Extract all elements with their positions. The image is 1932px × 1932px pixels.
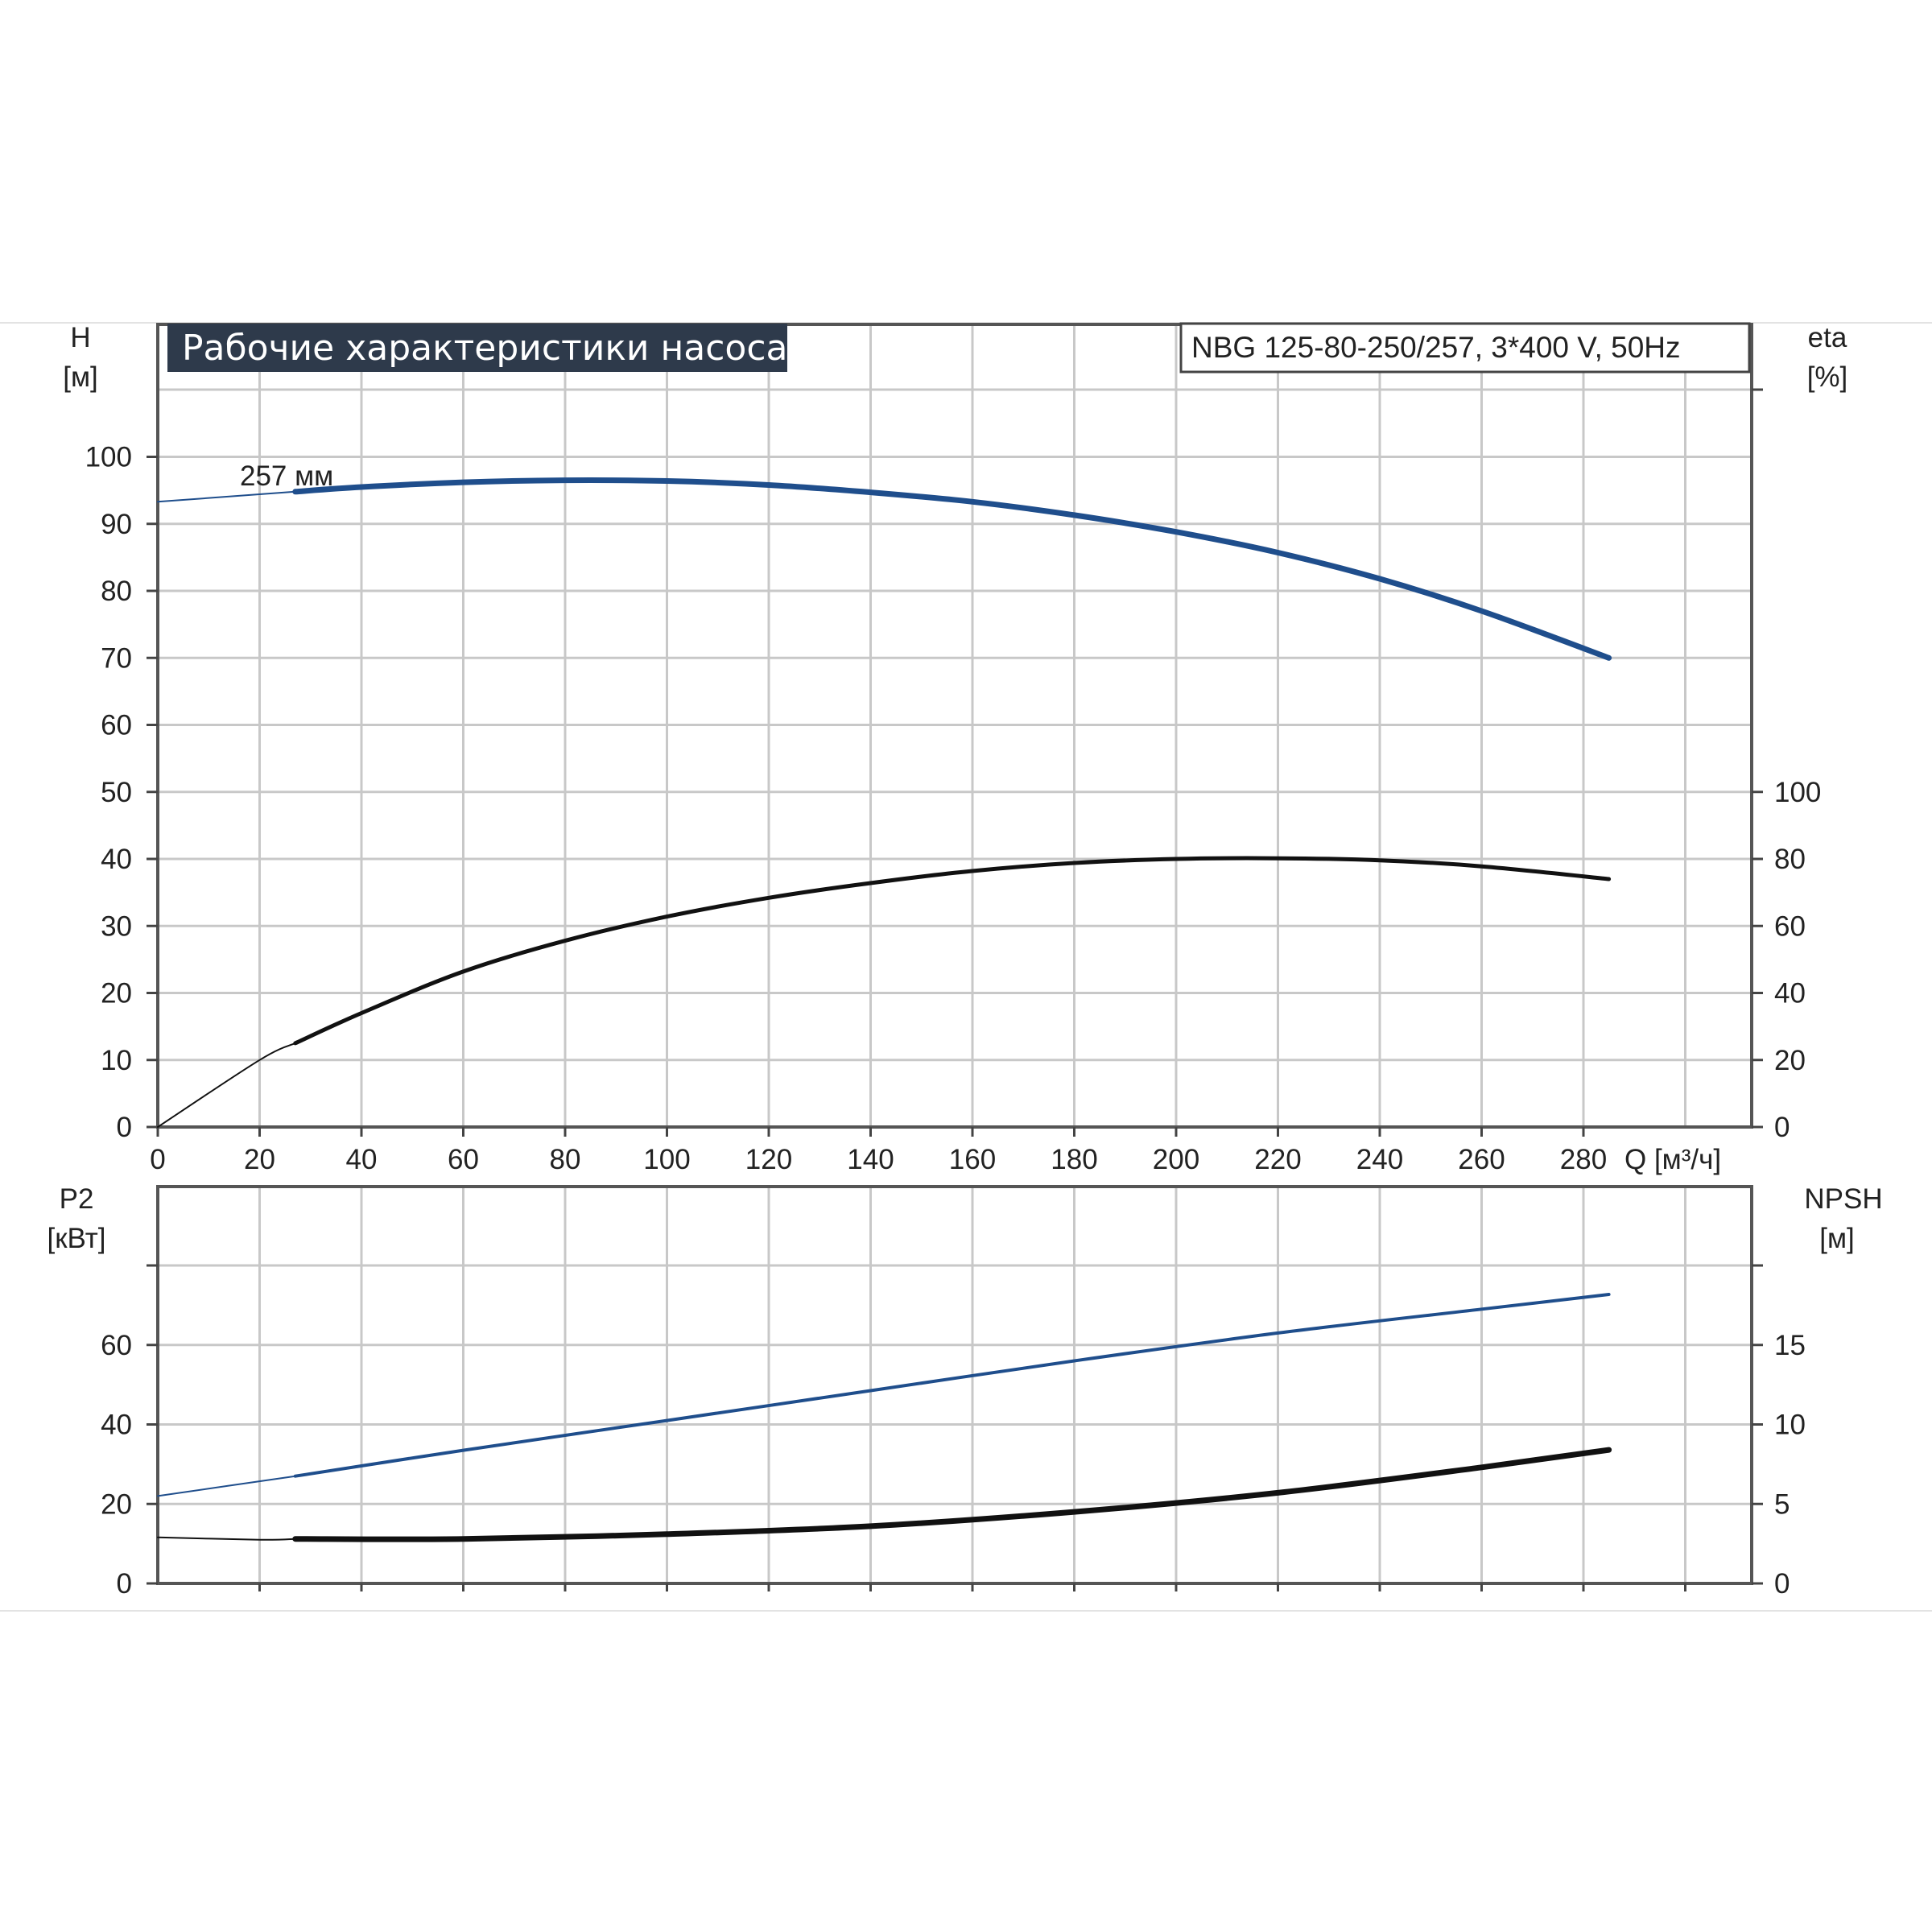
npsh-axis-label: NPSH — [1804, 1183, 1882, 1215]
x-tick-label: 80 — [550, 1144, 581, 1175]
series-line — [293, 856, 1612, 1046]
y-right-tick-label: 40 — [1774, 978, 1806, 1009]
y-left-tick-label: 80 — [101, 576, 132, 607]
plot-frame — [156, 1185, 1753, 1585]
x-tick-label: 220 — [1254, 1144, 1301, 1175]
series-line-extension — [157, 1475, 296, 1497]
x-tick-label: 160 — [949, 1144, 996, 1175]
npsh-axis-unit: [м] — [1819, 1223, 1855, 1254]
bottom-plot-area: 0 20 40 60 0 5 10 15 — [101, 1185, 1806, 1600]
x-tick-label: 0 — [150, 1144, 165, 1175]
chart-title-box: Рабочие характеристики насоса — [167, 324, 787, 372]
y-right-tick-label: 5 — [1774, 1488, 1790, 1520]
y-right-tick-label: 100 — [1774, 777, 1821, 808]
x-tick-label: 180 — [1051, 1144, 1097, 1175]
series-line — [292, 477, 1612, 661]
y-left-tick-label: 70 — [101, 642, 132, 674]
y-left-tick-label: 40 — [101, 1410, 132, 1441]
y-left-tick-label: 60 — [101, 710, 132, 741]
y-right-tick-label: 0 — [1774, 1568, 1790, 1600]
x-tick-label: 20 — [244, 1144, 275, 1175]
y-right-tick-label: 80 — [1774, 844, 1806, 875]
y-left-tick-label: 20 — [101, 978, 132, 1009]
x-tick-label: 280 — [1560, 1144, 1607, 1175]
x-tick-label: 100 — [643, 1144, 690, 1175]
chart-title: Рабочие характеристики насоса — [182, 328, 787, 369]
x-tick-label: 260 — [1458, 1144, 1505, 1175]
series-line — [292, 1447, 1612, 1542]
series-line-extension — [157, 1536, 296, 1541]
y-left-tick-label: 0 — [117, 1568, 132, 1600]
eta-axis-unit: [%] — [1807, 361, 1848, 393]
x-tick-label: 40 — [346, 1144, 378, 1175]
series-line-extension — [157, 1042, 296, 1128]
impeller-diameter-label: 257 мм — [240, 460, 333, 492]
x-tick-label: 120 — [745, 1144, 792, 1175]
x-tick-label: 240 — [1356, 1144, 1403, 1175]
top-plot-area: 0 10 20 30 40 50 60 70 80 90 100 0 20 40 60 80 100 0 20 40 6… — [85, 323, 1821, 1175]
y-right-tick-label: 20 — [1774, 1045, 1806, 1076]
x-tick-label: 200 — [1153, 1144, 1199, 1175]
eta-axis-label: eta — [1808, 322, 1847, 353]
h-axis-unit: [м] — [63, 361, 98, 393]
p2-axis-label: P2 — [60, 1183, 94, 1215]
y-left-tick-label: 60 — [101, 1330, 132, 1361]
h-axis-label: H — [70, 322, 90, 353]
y-right-tick-label: 0 — [1774, 1112, 1790, 1143]
series-line-extension — [157, 490, 296, 503]
x-tick-label: 140 — [847, 1144, 894, 1175]
x-tick-label: 60 — [448, 1144, 479, 1175]
p2-axis-unit: [кВт] — [47, 1223, 106, 1254]
model-box: NBG 125-80-250/257, 3*400 V, 50Hz — [1179, 322, 1751, 374]
y-left-tick-label: 0 — [117, 1112, 132, 1143]
q-axis-label: Q [м³/ч] — [1624, 1144, 1721, 1175]
y-left-tick-label: 30 — [101, 910, 132, 942]
series-line — [293, 1293, 1611, 1478]
y-left-tick-label: 20 — [101, 1488, 132, 1520]
y-left-tick-label: 40 — [101, 844, 132, 875]
y-left-tick-label: 90 — [101, 509, 132, 540]
model-label: NBG 125-80-250/257, 3*400 V, 50Hz — [1191, 331, 1681, 364]
y-left-tick-label: 10 — [101, 1045, 132, 1076]
y-left-tick-label: 50 — [101, 777, 132, 808]
y-right-tick-label: 10 — [1774, 1410, 1806, 1441]
y-right-tick-label: 60 — [1774, 910, 1806, 942]
y-left-tick-label: 100 — [85, 442, 132, 473]
y-right-tick-label: 15 — [1774, 1330, 1806, 1361]
